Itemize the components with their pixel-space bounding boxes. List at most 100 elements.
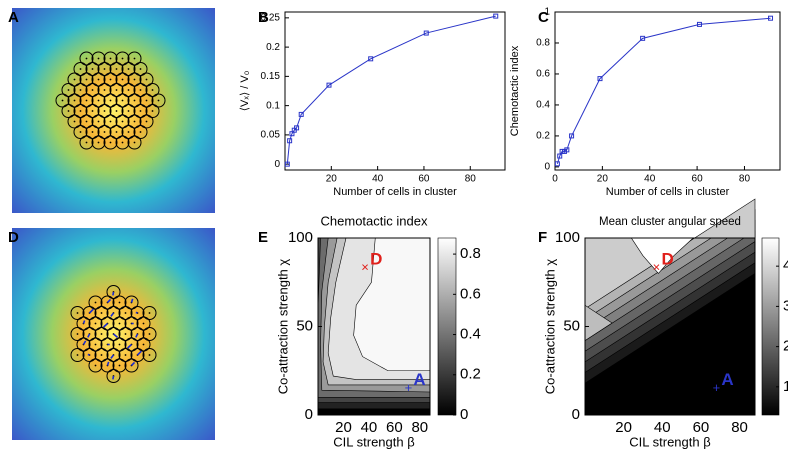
y-axis-label: Co-attraction strength χ: [542, 259, 557, 395]
cell-center: [148, 312, 151, 314]
y-tick-label: 0: [544, 162, 550, 173]
cell: [85, 104, 100, 118]
cell-center: [76, 354, 79, 356]
cell-center: [79, 131, 82, 133]
cell: [136, 316, 151, 331]
cell-center: [145, 99, 148, 102]
cell-center: [121, 57, 124, 60]
cell-center: [133, 141, 136, 144]
cell: [103, 93, 118, 108]
cell: [118, 348, 133, 362]
y-tick-label: 50: [563, 317, 580, 334]
cell: [67, 93, 82, 108]
cell: [142, 348, 157, 362]
cell-center: [97, 99, 100, 102]
cell-velocity: [126, 343, 133, 349]
cell-center: [115, 110, 118, 112]
y-tick-label: 0: [274, 159, 280, 170]
cell-center: [85, 120, 88, 123]
cell: [100, 295, 115, 310]
data-point: [564, 147, 570, 153]
cell: [85, 62, 100, 76]
cell: [85, 125, 100, 139]
cell: [151, 93, 166, 108]
cell: [112, 295, 127, 310]
data-point: [423, 30, 429, 36]
cell-center: [94, 322, 97, 325]
x-axis-label: Number of cells in cluster: [333, 186, 457, 198]
y-tick-label: 1: [544, 7, 550, 18]
cell-center: [103, 89, 106, 91]
cell-center: [100, 312, 103, 314]
cell-center: [73, 99, 76, 102]
cell-center: [139, 68, 142, 70]
cell: [91, 72, 106, 87]
cell-center: [91, 131, 94, 133]
cell-center: [127, 131, 130, 133]
colorbar-tick-label: 0.2: [460, 366, 481, 383]
y-tick-label: 100: [555, 229, 580, 246]
cell: [127, 135, 142, 150]
cell: [94, 306, 109, 320]
cell: [142, 327, 157, 341]
cell-center: [145, 78, 148, 81]
cell: [121, 83, 136, 97]
cell: [139, 93, 154, 108]
cell-center: [127, 89, 130, 91]
data-point: [640, 35, 646, 41]
cell-center: [139, 131, 142, 133]
data-point: [554, 161, 560, 167]
x-tick-label: 20: [335, 419, 352, 436]
annotation-label: A: [721, 370, 733, 389]
cell-center: [109, 57, 112, 60]
cell: [85, 83, 100, 97]
cell: [88, 358, 103, 373]
cell: [100, 358, 115, 373]
colorbar-tick-label: 0: [460, 406, 468, 423]
cell-center: [67, 110, 70, 112]
cell: [73, 125, 88, 139]
x-tick-label: 20: [597, 174, 609, 185]
colorbar-tick-label: 0.4: [460, 326, 481, 343]
cell: [121, 62, 136, 76]
cell: [124, 358, 139, 373]
axes-box: [317, 237, 431, 416]
x-tick-label: 80: [731, 419, 748, 436]
cell-center: [91, 68, 94, 70]
cell-velocity: [106, 361, 110, 366]
cell-center: [133, 120, 136, 123]
cell-velocity: [82, 320, 86, 324]
y-tick-label: 0.1: [266, 100, 280, 111]
cell: [88, 337, 103, 352]
cell: [115, 135, 130, 150]
cell: [133, 62, 148, 76]
cell: [109, 83, 124, 97]
cell-center: [145, 120, 148, 123]
cell-center: [91, 89, 94, 91]
x-axis-label: Number of cells in cluster: [606, 186, 730, 198]
cell-center: [124, 354, 127, 356]
colorbar-tick-label: 0.6: [460, 285, 481, 302]
cell: [73, 83, 88, 97]
cell: [109, 125, 124, 139]
data-line: [286, 15, 496, 165]
cell: [118, 306, 133, 320]
cell: [115, 51, 130, 66]
y-tick-label: 0.2: [266, 42, 280, 53]
cell-center: [103, 131, 106, 133]
cell-center: [94, 301, 97, 304]
data-line: [556, 17, 771, 164]
chart-title: Mean cluster angular speed: [599, 216, 741, 228]
y-tick-label: 0.8: [536, 38, 550, 49]
annotation-marker: +: [713, 380, 721, 395]
annotation-label: A: [413, 370, 425, 389]
cell-center: [121, 78, 124, 81]
y-tick-label: 0.15: [261, 71, 281, 82]
cell-velocity: [110, 354, 115, 359]
panel-label: C: [538, 9, 549, 26]
cell: [130, 306, 145, 320]
cell-center: [79, 89, 82, 91]
cell-center: [97, 78, 100, 81]
cell: [124, 337, 139, 352]
cell: [79, 135, 94, 150]
